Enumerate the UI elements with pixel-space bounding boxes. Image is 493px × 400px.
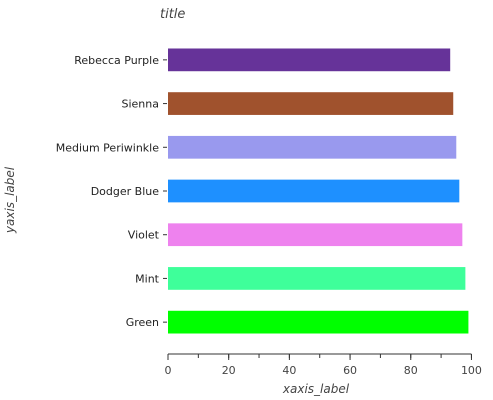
x-tick-label: 20 [222,364,236,377]
bar-mint [168,267,466,290]
y-tick-label: Green [126,316,159,329]
y-tick-label: Rebecca Purple [74,54,159,67]
y-tick-label: Violet [128,229,160,242]
x-tick-label: 0 [165,364,172,377]
y-tick-label: Medium Periwinkle [56,141,160,154]
y-tick-label: Mint [135,272,160,285]
bar-dodger-blue [168,179,460,203]
bar-rebecca-purple [168,48,451,72]
x-axis: 0 20 40 60 80 100 [165,353,482,377]
bar-violet [168,223,463,247]
bar-green [168,310,469,334]
bar-medium-periwinkle [168,135,457,159]
chart-title: title [160,7,185,22]
bar-sienna [168,92,454,115]
x-tick-label: 60 [343,364,357,377]
bars-group [168,48,469,334]
x-tick-label: 40 [282,364,296,377]
y-tick-label: Dodger Blue [91,185,160,198]
x-tick-label: 80 [404,364,418,377]
y-axis-title: yaxis_label [3,166,17,234]
x-tick-label: 100 [461,364,482,377]
x-axis-title: xaxis_label [282,382,350,396]
y-axis-labels: Green Mint Violet Dodger Blue Medium Periwin… [56,54,167,329]
y-tick-label: Sienna [122,98,160,111]
